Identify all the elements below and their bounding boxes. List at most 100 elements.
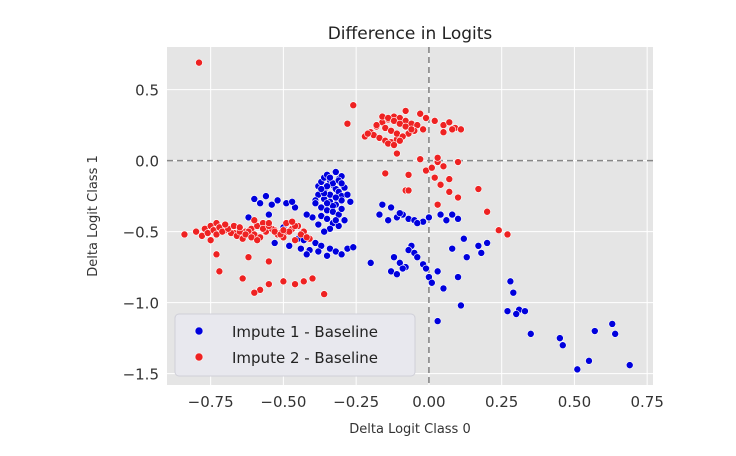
data-point [288,197,296,206]
y-tick-label: −0.5 [123,224,159,242]
data-point [384,216,392,225]
data-point [349,243,358,252]
data-point [265,210,273,219]
data-point [460,234,468,243]
data-point [314,220,323,229]
data-point [291,280,299,288]
data-point [337,205,346,213]
data-point [215,267,224,276]
data-point [433,153,442,162]
data-point [428,163,436,172]
data-point [448,210,456,219]
y-axis-label: Delta Logit Class 1 [86,155,101,276]
data-point [346,197,355,206]
data-point [235,223,244,232]
data-point [195,58,203,67]
x-tick-label: 0.50 [558,393,591,411]
data-point [393,149,401,158]
data-point [556,334,564,342]
data-point [221,220,230,229]
data-point [401,107,410,115]
data-point [625,361,634,369]
data-point [590,327,599,335]
data-point [416,155,424,163]
data-point [250,288,259,297]
data-point [366,259,375,267]
legend-marker-impute-2 [194,352,204,362]
data-point [273,196,282,205]
data-point [302,233,311,242]
data-point [413,253,422,261]
data-point [331,193,340,202]
data-point [326,173,334,182]
data-point [573,365,582,374]
data-point [302,210,311,219]
x-tick-label: −0.50 [260,393,306,411]
data-point [483,239,491,247]
data-point [311,199,320,208]
data-point [506,277,515,286]
data-point [526,330,535,338]
x-axis-label: Delta Logit Class 0 [349,422,470,437]
data-point [297,244,305,253]
data-point [509,288,518,297]
chart-title: Difference in Logits [328,24,493,44]
data-point [349,101,358,110]
data-point [454,273,462,281]
data-point [331,168,340,176]
data-point [302,250,311,259]
data-point [436,180,445,189]
data-point [390,253,398,261]
x-tick-label: −0.75 [188,393,234,411]
data-point [250,195,259,203]
data-point [503,230,512,239]
data-point [378,200,387,209]
data-point [433,317,442,325]
data-point [291,236,299,244]
data-point [396,136,404,145]
data-point [448,125,456,134]
x-axis-ticks: −0.75 −0.50 −0.25 0.00 0.25 0.50 0.75 [188,393,664,411]
series-impute-1-points [244,168,634,374]
data-point [512,310,521,318]
data-point [299,277,308,286]
y-tick-label: 0.5 [135,82,159,100]
data-point [288,217,296,226]
data-point [308,274,317,283]
data-point [398,264,407,273]
data-point [270,239,279,247]
data-point [457,125,465,134]
data-point [422,114,430,122]
data-point [364,129,372,138]
data-point [425,213,433,222]
data-point [433,267,442,276]
data-point [407,125,416,134]
data-point [404,186,413,195]
data-point [454,215,462,223]
x-tick-label: −0.25 [333,393,379,411]
data-point [448,244,456,253]
data-point [387,203,395,212]
data-point [396,209,404,217]
data-point [279,277,288,286]
data-point [483,207,491,216]
data-point [439,128,448,137]
data-point [442,216,451,225]
data-point [250,216,259,225]
data-point [323,251,331,260]
data-point [404,171,413,179]
data-point [457,301,465,310]
data-point [320,227,328,236]
x-tick-label: 0.25 [485,393,518,411]
data-point [436,210,445,219]
data-point [445,188,454,196]
data-point [285,242,294,250]
data-point [262,192,270,200]
data-point [462,253,471,261]
x-tick-label: 0.00 [412,393,445,411]
data-point [320,290,328,298]
data-point [608,320,617,328]
data-point [331,216,340,225]
data-point [445,175,454,183]
